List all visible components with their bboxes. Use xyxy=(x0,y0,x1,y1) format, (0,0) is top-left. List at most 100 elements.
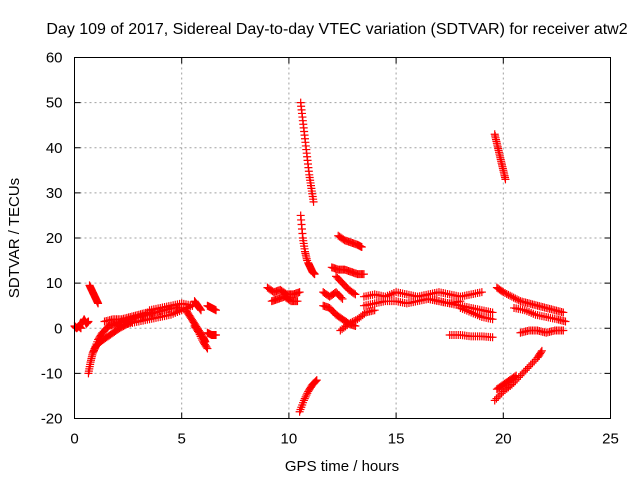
y-tick-label: 60 xyxy=(46,50,63,67)
series-s35 xyxy=(490,346,546,405)
data-point xyxy=(525,362,534,371)
y-tick-label: 10 xyxy=(46,275,63,292)
x-axis-label: GPS time / hours xyxy=(285,458,399,475)
series-s21 xyxy=(319,301,360,330)
data-point xyxy=(510,372,519,381)
data-point xyxy=(196,306,205,315)
data-point xyxy=(194,328,203,337)
data-point xyxy=(196,332,205,341)
axis-ticks: 0 5 10 15 20 25 -20 -10 0 10 20 30 40 50 60 xyxy=(41,50,619,448)
data-point xyxy=(513,295,522,304)
data-point xyxy=(196,305,205,314)
series-s31 xyxy=(490,130,510,184)
data-point xyxy=(337,293,346,302)
data-point xyxy=(506,291,515,300)
data-point xyxy=(84,317,93,326)
data-point xyxy=(202,343,211,352)
y-axis-label: SDTVAR / TECUs xyxy=(6,178,23,298)
x-tick-label: 5 xyxy=(178,431,186,448)
plot-frame xyxy=(74,57,611,419)
series-s33 xyxy=(510,303,570,326)
series-s24 xyxy=(332,272,360,299)
data-point xyxy=(559,308,568,317)
y-tick-label: 40 xyxy=(46,140,63,157)
y-tick-label: -10 xyxy=(41,365,63,382)
data-point xyxy=(528,358,537,367)
y-tick-label: 30 xyxy=(46,185,63,202)
data-point xyxy=(530,357,539,366)
y-tick-label: 50 xyxy=(46,95,63,112)
data-point xyxy=(312,376,321,385)
series-s19 xyxy=(295,376,321,416)
series-s30 xyxy=(445,331,497,342)
data-point xyxy=(537,346,546,355)
series-s25 xyxy=(336,306,379,335)
x-tick-label: 15 xyxy=(388,431,405,448)
data-point xyxy=(309,197,318,206)
data-point xyxy=(338,294,347,303)
data-point xyxy=(512,371,521,380)
data-point xyxy=(346,318,355,327)
data-point xyxy=(300,394,309,403)
data-point xyxy=(311,377,320,386)
data-point xyxy=(310,270,319,279)
data-point xyxy=(518,369,527,378)
data-point xyxy=(311,377,320,386)
data-point xyxy=(351,290,360,299)
data-point xyxy=(301,392,310,401)
data-point xyxy=(514,296,523,305)
series-s16 xyxy=(296,98,318,206)
data-point xyxy=(495,391,504,400)
data-point xyxy=(212,306,221,315)
data-point xyxy=(488,315,497,324)
data-point xyxy=(492,394,501,403)
series-s32 xyxy=(492,283,568,317)
data-point xyxy=(523,364,532,373)
data-point xyxy=(499,288,508,297)
data-point xyxy=(350,317,359,326)
data-point xyxy=(357,243,366,252)
y-tick-label: 0 xyxy=(54,320,62,337)
data-point xyxy=(501,289,510,298)
series-s13 xyxy=(203,301,221,315)
series-s8 xyxy=(145,299,197,315)
data-point xyxy=(295,288,304,297)
data-point xyxy=(195,304,204,313)
data-point xyxy=(76,324,85,333)
data-points xyxy=(70,98,570,416)
series-s15 xyxy=(267,292,302,306)
data-point xyxy=(302,391,311,400)
x-tick-label: 0 xyxy=(70,431,78,448)
data-point xyxy=(511,294,520,303)
series-s22 xyxy=(334,231,366,252)
series-s20 xyxy=(319,288,347,303)
data-point xyxy=(507,292,516,301)
series-s29 xyxy=(456,303,497,324)
data-point xyxy=(488,333,497,342)
series-s34 xyxy=(516,326,568,337)
series-s18 xyxy=(304,258,319,279)
x-tick-label: 25 xyxy=(602,431,619,448)
data-point xyxy=(561,317,570,326)
data-point xyxy=(504,290,513,299)
series-s10 xyxy=(190,321,212,353)
data-point xyxy=(359,270,368,279)
series-s26 xyxy=(359,288,486,301)
chart-title: Day 109 of 2017, Sidereal Day-to-day VTE… xyxy=(46,21,627,38)
series-s17 xyxy=(296,211,312,265)
data-point xyxy=(360,309,369,318)
data-point xyxy=(519,368,528,377)
data-point xyxy=(537,348,546,357)
data-point xyxy=(490,396,499,405)
data-point xyxy=(488,308,497,317)
y-tick-label: 20 xyxy=(46,230,63,247)
data-point xyxy=(195,330,204,339)
data-point xyxy=(197,334,206,343)
data-point xyxy=(350,289,359,298)
data-point xyxy=(348,317,357,326)
data-point xyxy=(477,288,486,297)
data-point xyxy=(526,360,535,369)
series-s23 xyxy=(327,263,368,279)
